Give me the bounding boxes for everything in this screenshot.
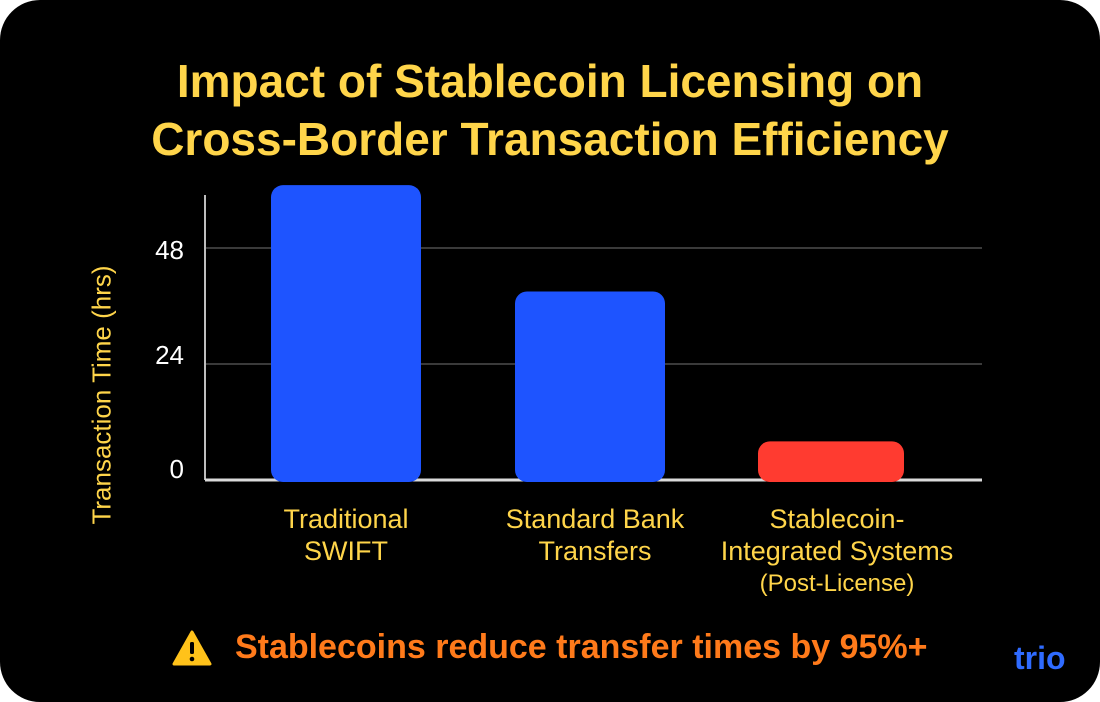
bar-2	[515, 291, 665, 482]
chart-title-line-1: Impact of Stablecoin Licensing on	[176, 55, 924, 107]
x-category-traditional-swift: Traditional SWIFT	[196, 503, 496, 567]
footer-text: Stablecoins reduce transfer times by 95%…	[234, 628, 928, 666]
chart-title-line-2: Cross-Border Transaction Efficiency	[151, 113, 949, 165]
x-category-line: Standard Bank	[505, 504, 685, 534]
x-category-line: SWIFT	[304, 536, 388, 566]
warning-icon	[172, 630, 212, 665]
x-category-subtitle: (Post-License)	[759, 570, 915, 597]
y-tick-label-48: 48	[155, 235, 184, 265]
chart-title: Impact of Stablecoin Licensing on Cross-…	[0, 52, 1100, 168]
x-category-stablecoin-integrated: Stablecoin- Integrated Systems (Post-Lic…	[687, 503, 987, 601]
bar-1	[271, 185, 421, 482]
x-category-line: Traditional	[283, 504, 409, 534]
trio-logo: trio	[1014, 640, 1066, 676]
x-category-line: Transfers	[538, 536, 652, 566]
y-axis-label: Transaction Time (hrs)	[86, 265, 117, 525]
x-category-standard-bank-transfers: Standard Bank Transfers	[445, 503, 745, 567]
x-category-line: Integrated Systems	[720, 536, 954, 566]
bar-3	[758, 441, 904, 482]
y-tick-label-24: 24	[155, 340, 184, 370]
footer-callout: Stablecoins reduce transfer times by 95%…	[0, 628, 1100, 667]
y-tick-label-0: 0	[169, 454, 184, 484]
x-category-line: Stablecoin-	[769, 504, 905, 534]
